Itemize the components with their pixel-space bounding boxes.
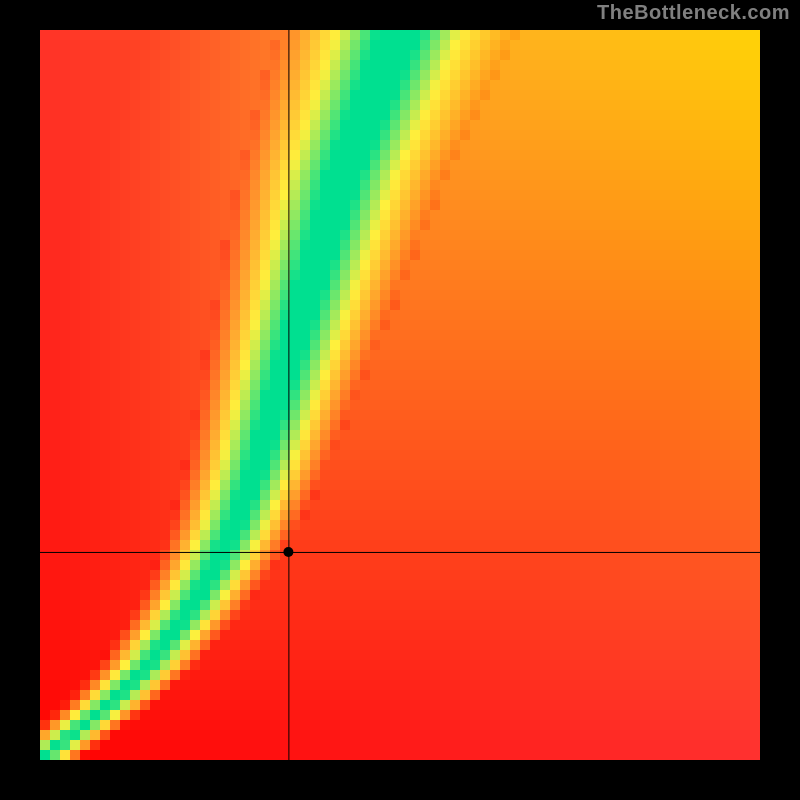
chart-container: TheBottleneck.com xyxy=(0,0,800,800)
heatmap-plot xyxy=(40,30,760,760)
heatmap-canvas xyxy=(40,30,760,760)
watermark-text: TheBottleneck.com xyxy=(597,2,790,25)
